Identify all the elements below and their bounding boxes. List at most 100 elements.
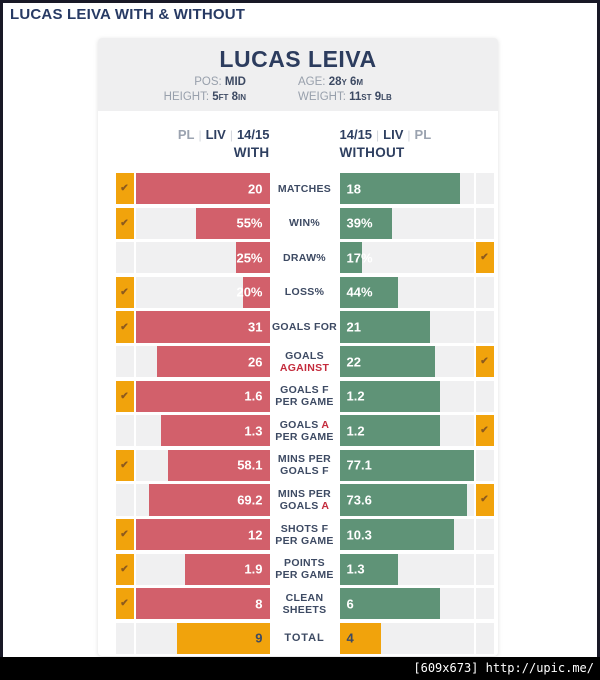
without-bar — [339, 415, 440, 447]
stat-label-line: PER GAME — [275, 396, 333, 408]
without-bar — [339, 345, 435, 378]
with-check-cell: ✔ — [115, 311, 134, 343]
with-bar-track: 12 — [135, 518, 270, 551]
without-bar — [339, 622, 381, 655]
stat-label: DRAW% — [269, 242, 340, 274]
with-value: 20 — [248, 181, 263, 197]
without-check-cell: ✔ — [475, 345, 494, 378]
with-bar — [135, 518, 270, 551]
stat-rows: ✔ 20 MATCHES 18 ✔ 55% WIN% 39% 25% DRAW% 17% ✔ ✔ 20% L… — [115, 173, 494, 655]
column-header-line2: WITHOUT — [339, 145, 405, 160]
player-info: POS: MID AGE: 28y 6m HEIGHT: 5ft 8in WEIGHT… — [98, 75, 498, 105]
without-value: 21 — [346, 319, 361, 335]
with-bar-track: 1.6 — [135, 380, 270, 412]
stat-label-text: PER GAME — [275, 534, 334, 547]
with-check-cell-empty — [115, 242, 134, 274]
with-bar-track: 1.3 — [135, 415, 270, 447]
with-check-cell-empty — [115, 345, 134, 378]
with-value: 1.9 — [244, 561, 263, 577]
without-check-cell: ✔ — [475, 415, 494, 447]
header-separator: | — [407, 128, 411, 142]
column-header-line2: WITH — [233, 145, 270, 160]
stat-label-accent: A — [321, 499, 330, 512]
player-name: LUCAS LEIVA — [219, 46, 377, 72]
without-bar-track: 10.3 — [339, 518, 474, 551]
info-value: 11st 9lb — [349, 91, 392, 103]
stat-label: WIN% — [269, 207, 340, 239]
check-icon: ✔ — [480, 356, 489, 368]
column-header-with: PL | LIV | 14/15 WITH — [178, 126, 270, 160]
with-check-cell: ✔ — [115, 276, 134, 309]
stat-label-line: POINTS — [284, 557, 325, 569]
without-bar — [339, 484, 468, 516]
player-card: LUCAS LEIVA POS: MID AGE: 28y 6m HEIGHT: 5… — [98, 38, 498, 111]
stat-label-line: LOSS% — [285, 286, 324, 298]
with-value: 26 — [248, 354, 263, 370]
without-bar-track: 1.2 — [339, 415, 474, 447]
without-value: 10.3 — [346, 527, 372, 543]
check-icon: ✔ — [480, 425, 489, 437]
stat-label: GOALS AGAINST — [269, 345, 340, 378]
stat-row: ✔ 20 MATCHES 18 — [115, 173, 494, 205]
without-check-cell-empty — [475, 449, 494, 482]
info-value: 28y 6m — [328, 76, 364, 88]
without-check-cell-empty — [475, 588, 494, 620]
stat-label: MINS PER GOALS A — [269, 484, 340, 516]
without-check-cell-empty — [475, 207, 494, 239]
with-bar-track: 58.1 — [135, 449, 270, 482]
with-bar — [160, 415, 270, 447]
stat-row: ✔ 1.6 GOALS F PER GAME 1.2 — [115, 380, 494, 412]
stat-label-text: MINS PER — [277, 487, 332, 500]
header-item: LIV — [205, 127, 226, 142]
without-value: 1.2 — [346, 388, 365, 404]
info-label: POS: — [194, 76, 225, 88]
without-bar — [339, 518, 455, 551]
info-label: WEIGHT: — [298, 91, 350, 103]
without-check-cell-empty — [475, 518, 494, 551]
stat-row: ✔ 55% WIN% 39% — [115, 207, 494, 239]
with-value: 20% — [236, 284, 263, 300]
stat-row: 69.2 MINS PER GOALS A 73.6 ✔ — [115, 484, 494, 516]
stat-label-text: GOALS F — [280, 465, 329, 478]
stat-label-text: GOALS F — [280, 384, 329, 397]
without-value: 17% — [346, 250, 373, 266]
with-bar-track: 26 — [135, 345, 270, 378]
with-bar — [149, 484, 270, 516]
with-check-cell-empty — [115, 415, 134, 447]
without-bar — [339, 276, 399, 309]
player-info-item: HEIGHT: 5ft 8in — [98, 90, 298, 105]
with-bar — [135, 311, 270, 343]
stat-row: ✔ 31 GOALS FOR 21 — [115, 311, 494, 343]
with-value: 9 — [255, 630, 263, 646]
with-value: 1.3 — [244, 423, 263, 439]
stat-label: GOALS F PER GAME — [269, 380, 340, 412]
without-bar-track: 18 — [339, 173, 474, 205]
without-check-cell-empty — [475, 311, 494, 343]
without-value: 6 — [346, 596, 354, 612]
with-bar — [176, 622, 270, 655]
without-check-cell: ✔ — [475, 242, 494, 274]
without-bar — [339, 173, 461, 205]
with-bar-track: 31 — [135, 311, 270, 343]
without-bar-track: 39% — [339, 207, 474, 239]
stat-label-text: PER GAME — [275, 430, 334, 443]
without-value: 39% — [346, 215, 373, 231]
stat-label-text: GOALS FOR — [271, 321, 338, 334]
stat-label-line: GOALS A — [280, 500, 330, 512]
check-icon: ✔ — [120, 321, 129, 333]
check-icon: ✔ — [120, 183, 129, 195]
header-separator: | — [198, 128, 202, 142]
stat-label-line: GOALS FOR — [272, 321, 337, 333]
stat-label-text: WIN% — [289, 217, 320, 230]
with-bar — [168, 449, 270, 482]
with-check-cell: ✔ — [115, 553, 134, 585]
header-separator: | — [376, 128, 380, 142]
watermark-bar: [609x673] http://upic.me/ — [0, 657, 600, 680]
stat-label: MATCHES — [269, 173, 340, 205]
without-value: 1.2 — [346, 423, 365, 439]
with-check-cell-empty — [115, 484, 134, 516]
stat-row: 26 GOALS AGAINST 22 ✔ — [115, 345, 494, 378]
without-bar-track: 4 — [339, 622, 474, 655]
check-icon: ✔ — [120, 286, 129, 298]
player-info-row: HEIGHT: 5ft 8in WEIGHT: 11st 9lb — [98, 90, 498, 105]
